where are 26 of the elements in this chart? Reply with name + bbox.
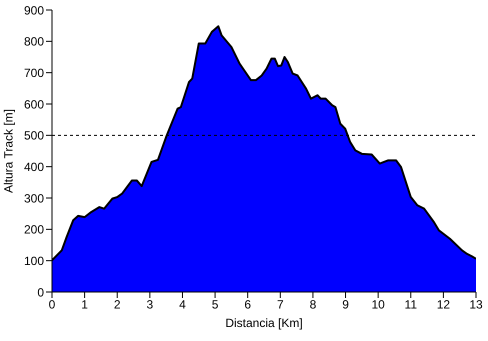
y-tick-label: 400: [24, 160, 44, 174]
x-tick-label: 12: [436, 298, 450, 312]
x-tick-label: 10: [371, 298, 386, 312]
y-tick-label: 500: [24, 128, 44, 143]
x-tick-label: 9: [342, 298, 350, 312]
y-tick-label: 600: [24, 97, 44, 112]
y-tick-label: 200: [24, 222, 44, 237]
x-tick-label: 8: [310, 298, 317, 312]
y-tick-label: 900: [24, 3, 44, 18]
x-tick-label: 1: [81, 298, 88, 312]
x-axis-title: Distancia [Km]: [225, 316, 303, 330]
x-tick-label: 3: [146, 298, 154, 312]
y-axis-title: Altura Track [m]: [1, 108, 16, 194]
x-tick-label: 4: [179, 298, 186, 312]
x-tick-label: 6: [244, 298, 252, 312]
x-tick-label: 7: [276, 298, 284, 312]
x-tick-label: 5: [212, 298, 219, 312]
y-tick-label: 800: [24, 34, 44, 49]
x-tick-label: 2: [114, 298, 121, 312]
x-tick-label: 0: [48, 298, 56, 312]
y-tick-label: 300: [24, 191, 44, 206]
x-tick-label: 13: [469, 298, 483, 312]
y-tick-label: 700: [24, 66, 44, 80]
y-tick-label: 100: [24, 254, 44, 268]
x-tick-label: 11: [404, 298, 418, 312]
y-tick-label: 0: [37, 285, 44, 300]
